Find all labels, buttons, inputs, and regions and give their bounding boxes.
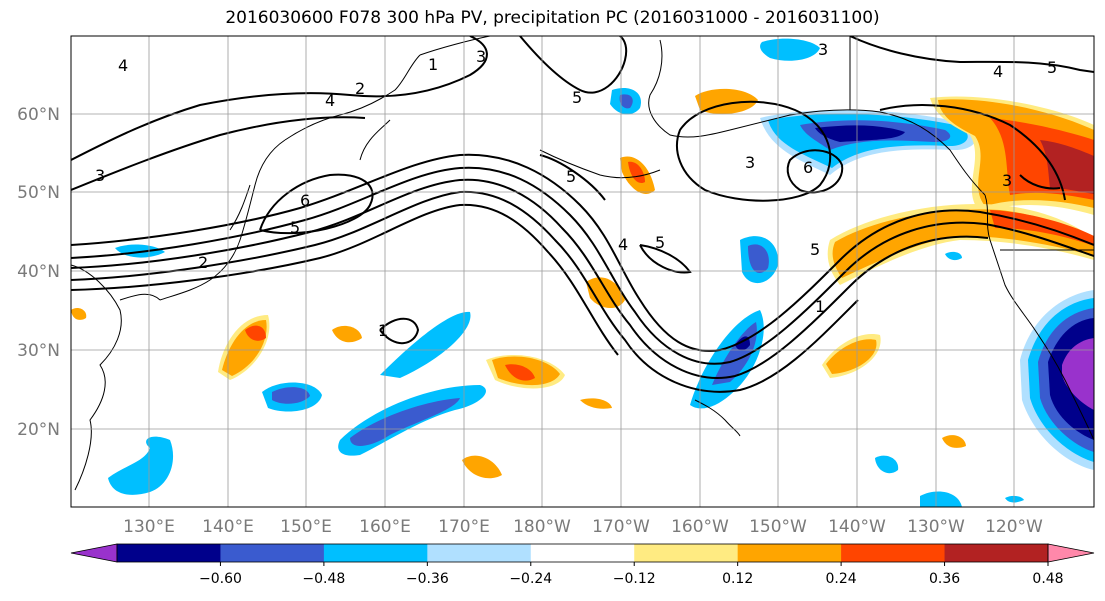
colorbar-tick-label: −0.24 <box>509 571 552 587</box>
pv-label-1b: 1 <box>815 297 825 316</box>
pv-label-3a: 3 <box>95 166 105 185</box>
pv-contour-labels: 4 2 4 3 6 2 1 3 5 3 6 5 1 4 5 1 5 3 4 5 … <box>95 40 1057 340</box>
colorbar-extend-high <box>1047 543 1095 563</box>
pv-label-4b: 4 <box>325 91 335 110</box>
pv-label-4a: 4 <box>118 56 128 75</box>
lon-label-160e: 160°E <box>359 517 411 537</box>
pv-label-3c: 3 <box>745 153 755 172</box>
lon-label-150e: 150°E <box>280 517 332 537</box>
precip-field-positive <box>71 88 1094 479</box>
latitude-labels: 60°N 50°N 40°N 30°N 20°N <box>17 105 60 440</box>
pv-label-5c: 5 <box>655 233 665 252</box>
lat-label-30: 30°N <box>17 341 60 361</box>
pv-label-5f: 5 <box>566 167 576 186</box>
lon-label-150w: 150°W <box>749 517 807 537</box>
colorbar-tick-label: −0.48 <box>302 571 345 587</box>
colorbar-extend-low <box>70 543 118 563</box>
pv-label-5e: 5 <box>1047 58 1057 77</box>
colorbar-segment <box>634 544 739 562</box>
colorbar-segment <box>117 544 221 562</box>
lon-label-170w: 170°W <box>592 517 650 537</box>
lat-label-20: 20°N <box>17 420 60 440</box>
pv-label-5b: 5 <box>810 240 820 259</box>
lat-label-40: 40°N <box>17 262 60 282</box>
colorbar-segment <box>944 544 1049 562</box>
coastlines <box>71 36 1094 491</box>
colorbar-segment <box>530 544 635 562</box>
pv-label-6a: 6 <box>300 191 310 210</box>
pv-label-3b: 3 <box>476 47 486 66</box>
colorbar-tick-labels: −0.60 −0.48 −0.36 −0.24 −0.12 0.12 0.24 0.36 0.4… <box>199 562 1064 587</box>
pv-label-1a: 1 <box>428 55 438 74</box>
map-background <box>71 36 1094 507</box>
lon-label-180w: 180°W <box>513 517 571 537</box>
pv-label-6b: 6 <box>803 158 813 177</box>
pv-label-3d: 3 <box>1002 171 1012 190</box>
pv-label-2a: 2 <box>355 79 365 98</box>
map-frame <box>70 35 1095 508</box>
pv-label-4c: 4 <box>618 235 628 254</box>
colorbar-outline <box>116 543 1049 563</box>
longitude-labels: 130°E 140°E 150°E 160°E 170°E 180°W 170°… <box>123 517 1043 537</box>
colorbar-tick-label: 0.48 <box>1032 571 1063 587</box>
pv-label-4d: 4 <box>993 62 1003 81</box>
pv-label-2b: 2 <box>198 253 208 272</box>
colorbar-segment <box>841 544 946 562</box>
lon-label-140e: 140°E <box>202 517 254 537</box>
colorbar-tick-label: −0.12 <box>613 571 656 587</box>
pv-label-1c: 1 <box>378 321 388 340</box>
colorbar-segment <box>220 544 325 562</box>
pv-label-3e: 3 <box>818 40 828 59</box>
lon-label-120w: 120°W <box>985 517 1043 537</box>
lon-label-160w: 160°W <box>671 517 729 537</box>
pv-contours <box>71 36 1094 393</box>
colorbar-tick-label: 0.12 <box>722 571 753 587</box>
lat-label-50: 50°N <box>17 183 60 203</box>
pv-label-5d: 5 <box>290 218 300 237</box>
colorbar-tick-label: 0.36 <box>929 571 960 587</box>
lon-label-140w: 140°W <box>828 517 886 537</box>
map-title: 2016030600 F078 300 hPa PV, precipitatio… <box>225 8 880 28</box>
graticule <box>71 36 1094 507</box>
lon-label-170e: 170°E <box>438 517 490 537</box>
lon-label-130e: 130°E <box>123 517 175 537</box>
colorbar-segment <box>323 544 428 562</box>
colorbar-segment <box>737 544 842 562</box>
lat-label-60: 60°N <box>17 105 60 125</box>
lon-label-130w: 130°W <box>907 517 965 537</box>
colorbar-tick-label: 0.24 <box>826 571 857 587</box>
colorbar-segment <box>427 544 532 562</box>
colorbar <box>70 543 1095 563</box>
colorbar-tick-label: −0.60 <box>199 571 242 587</box>
colorbar-tick-label: −0.36 <box>406 571 449 587</box>
pv-label-5a: 5 <box>572 88 582 107</box>
